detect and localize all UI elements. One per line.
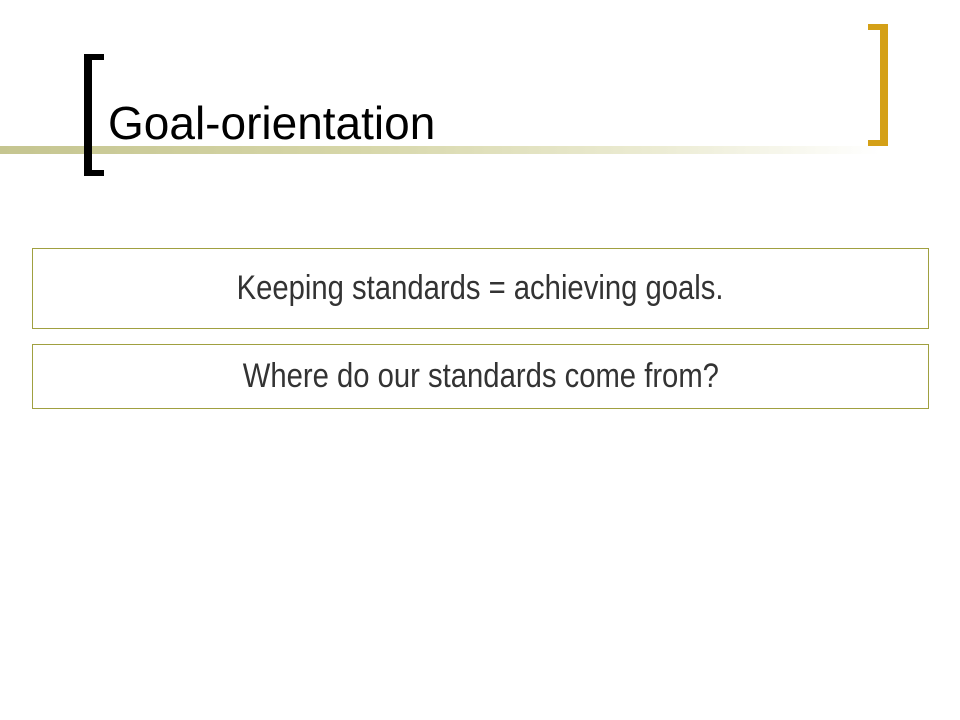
text-box-2: Where do our standards come from? bbox=[32, 344, 929, 409]
text-box-1-label: Keeping standards = achieving goals. bbox=[237, 269, 724, 307]
slide-title: Goal-orientation bbox=[108, 97, 436, 149]
text-box-1: Keeping standards = achieving goals. bbox=[32, 248, 929, 329]
text-box-2-label: Where do our standards come from? bbox=[242, 357, 719, 395]
right-bracket-decoration bbox=[868, 24, 888, 146]
left-bracket-decoration bbox=[84, 54, 104, 176]
title-underline-bar bbox=[0, 146, 880, 154]
